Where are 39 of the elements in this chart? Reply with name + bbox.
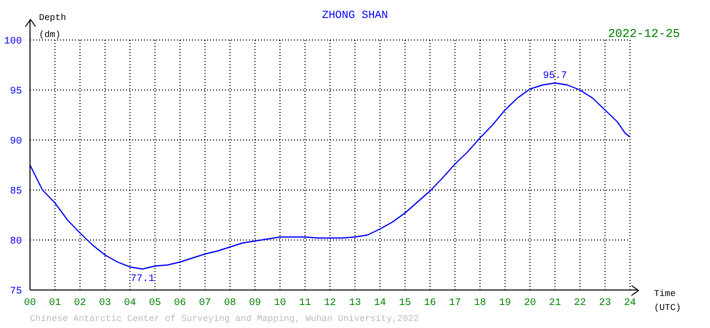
y-tick-label: 85 (10, 186, 22, 198)
line-series (30, 82, 630, 270)
chart-subtitle: 2022-12-25 (608, 27, 680, 41)
annotation: 95.7 (542, 71, 568, 82)
x-tick-label: 07 (198, 298, 212, 310)
x-tick-label: 01 (48, 298, 62, 310)
y-tick-label: 90 (10, 136, 22, 148)
x-tick-label: 08 (224, 298, 236, 310)
x-tick-label: 04 (124, 298, 136, 310)
y-tick-label: 95 (10, 86, 22, 98)
annotation: 77.1 (130, 274, 155, 286)
y-axis-title: Depth (dm) (39, 12, 66, 42)
x-tick-label: 14 (374, 298, 386, 310)
x-tick-label: 24 (624, 298, 636, 310)
x-tick-label: 02 (74, 298, 86, 310)
x-tick-label: 00 (24, 298, 36, 310)
x-tick-label: 18 (474, 298, 486, 310)
x-tick-label: 10 (274, 298, 286, 310)
x-axis-title: Time (UTC) (654, 288, 682, 315)
x-tick-label: 21 (548, 298, 562, 310)
x-tick-label: 06 (174, 298, 186, 310)
x-tick-label: 17 (448, 298, 462, 310)
x-tick-label: 13 (348, 298, 362, 310)
x-tick-label: 05 (148, 298, 162, 310)
text: Chinese Antarctic Center of Surveying and Mapping, Wuhan University,2022 (30, 314, 419, 324)
x-tick-label: 23 (598, 298, 612, 310)
x-tick-label: 11 (298, 298, 312, 310)
x-tick-label: 16 (424, 298, 436, 310)
x-tick-label: 20 (524, 298, 536, 310)
y-tick-label: 100 (4, 36, 22, 48)
x-tick-label: 09 (248, 298, 262, 310)
y-tick-label: 75 (10, 286, 22, 298)
x-tick-label: 15 (398, 298, 412, 310)
y-tick-label: 80 (10, 236, 22, 248)
x-tick-label: 19 (498, 298, 512, 310)
x-tick-label: 03 (98, 298, 112, 310)
x-tick-label: 12 (324, 298, 336, 310)
x-tick-label: 22 (574, 298, 586, 310)
chart-title: ZHONG SHAN (322, 10, 388, 22)
